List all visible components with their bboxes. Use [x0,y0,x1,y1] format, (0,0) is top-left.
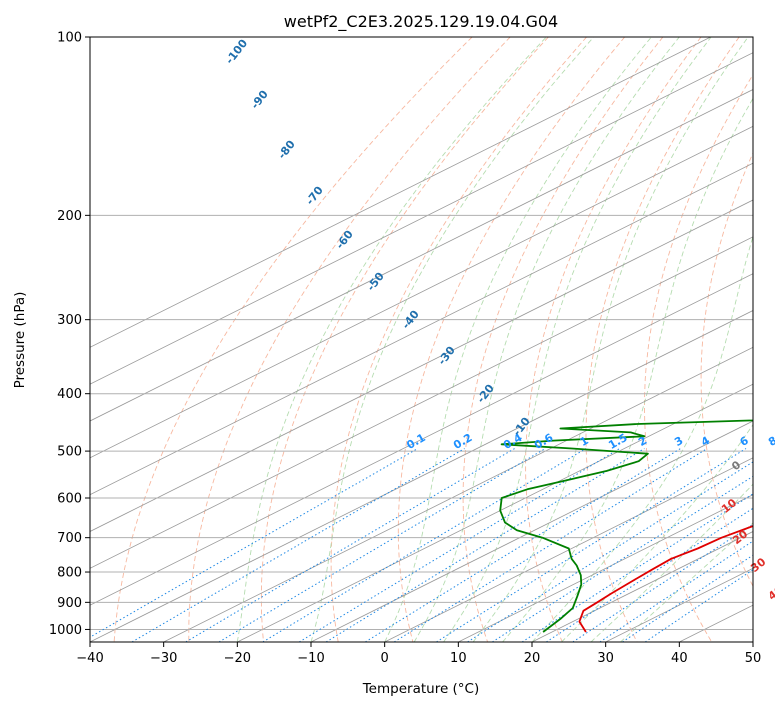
mixing-ratio-line [365,448,681,642]
x-tick-label: 20 [524,651,541,666]
grid-lines [90,37,775,642]
y-tick-label: 200 [57,209,82,224]
isotherm-line [90,310,753,642]
temperature-profile-line [578,524,753,633]
x-tick-label: 50 [745,651,762,666]
mixing-ratio-line [90,448,419,638]
isotherm-line [90,199,753,532]
mixing-ratio-line [393,448,708,642]
mixing-ratio-label: 8 [766,434,775,449]
x-tick-label: −10 [297,651,324,666]
x-tick-label: −20 [224,651,251,666]
y-tick-label: 100 [57,31,82,46]
isotherm-line [90,273,753,606]
moist-adiabat-line [384,37,652,642]
plot-background [90,37,753,642]
mixing-ratio-line [599,540,753,642]
isotherm-line [90,52,753,385]
dry-adiabat-line [756,37,775,642]
moist-adiabat-line [531,234,753,642]
isotherm-line [90,89,753,422]
dry-adiabat-line [644,73,753,642]
axes: −40 −30 −20 −10 0 10 20 30 40 50 1000 900 800 700 600 5… [49,31,761,667]
isotherm-line [163,346,753,642]
y-tick-label: 600 [57,492,82,507]
isotherm-line [90,37,711,348]
mixing-ratio-line [436,448,747,642]
isotherm-line [458,494,753,642]
plot-frame [89,36,754,643]
mixing-ratio-line [325,448,645,642]
dry-adiabat-line [585,37,740,642]
y-tick-label: 900 [57,596,82,611]
y-tick-label: 400 [57,387,82,402]
moist-adiabat-line [443,37,712,642]
y-tick-label: 1000 [49,623,82,638]
dry-adiabat-line [462,37,664,642]
dry-adiabat-line [700,151,753,588]
isotherm-line [752,641,753,642]
isotherm-line [90,125,753,459]
dry-adiabat-line [330,37,587,642]
mixing-ratio-line [218,448,546,642]
dry-adiabat-line [113,37,473,642]
isotherm-line [310,420,753,642]
dry-adiabat-line [260,37,549,642]
y-tick-label: 700 [57,531,82,546]
isotherm-label: 40 [766,583,775,603]
moist-adiabat-line [236,37,547,642]
moist-adiabat-line [472,37,749,642]
y-tick-label: 300 [57,313,82,328]
isotherm-line [531,531,753,642]
dry-adiabat-line [397,37,626,642]
dry-adiabat-line [188,37,511,642]
mixing-ratio-line [262,448,587,642]
x-tick-label: 0 [381,651,389,666]
x-axis-label: Temperature (°C) [362,681,480,697]
dewpoint-profile-line [499,419,753,633]
x-tick-label: 40 [671,651,688,666]
y-tick-label: 800 [57,566,82,581]
moist-adiabat-line [413,37,680,642]
y-tick-label: 500 [57,445,82,460]
mixing-ratio-line [131,448,465,642]
isotherm-line [90,162,753,496]
chart-title: wetPf2_C2E3.2025.129.19.04.G04 [284,12,558,32]
x-tick-label: 10 [450,651,467,666]
x-tick-label: 30 [597,651,614,666]
dry-adiabat-line [525,37,702,642]
mixing-ratio-line [492,475,753,642]
isotherm-line [237,383,753,642]
series-lines [499,419,753,633]
moist-adiabat-line [561,423,753,642]
isotherm-line [384,457,753,642]
x-tick-label: −40 [76,651,103,666]
mixing-ratio-line [467,461,753,642]
x-tick-label: −30 [150,651,177,666]
isotherm-line [90,236,753,569]
y-axis-label: Pressure (hPa) [12,292,28,389]
